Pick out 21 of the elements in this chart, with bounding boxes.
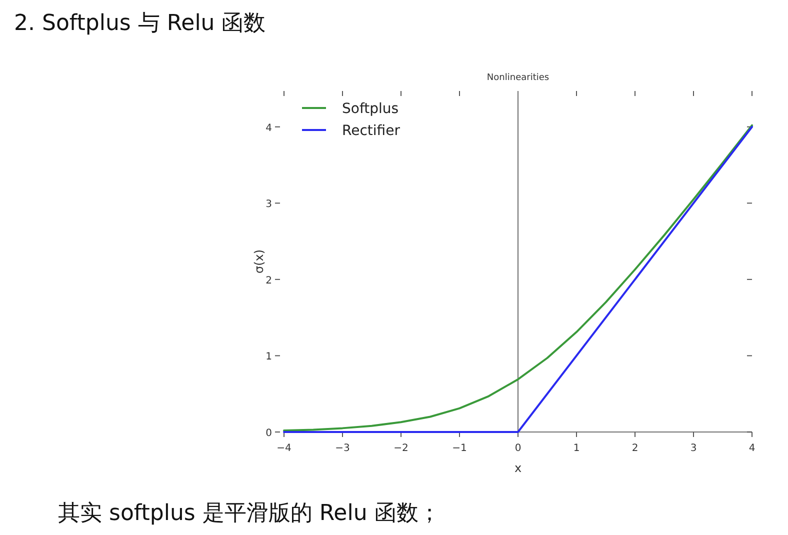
- x-axis-title: x: [514, 461, 522, 475]
- y-tick-label: 0: [266, 428, 272, 439]
- title: 2. Softplus 与 Relu 函数: [14, 11, 266, 36]
- legend-label: Softplus: [342, 101, 399, 117]
- y-tick-label: 4: [266, 122, 272, 134]
- y-tick-label: 3: [266, 199, 272, 210]
- x-tick-label: −2: [394, 443, 408, 454]
- y-tick-label: 1: [266, 352, 272, 363]
- x-tick-label: 2: [632, 443, 638, 454]
- text: 其实 softplus 是平滑版的 Relu 函数；: [58, 501, 440, 526]
- x-tick-label: 4: [748, 443, 756, 454]
- y-tick-label: 2: [266, 275, 272, 286]
- y-axis-title: σ(x): [252, 249, 266, 274]
- x-tick-label: 0: [514, 443, 522, 454]
- x-tick-label: −3: [335, 443, 350, 454]
- x-tick-label: 3: [690, 443, 697, 454]
- x-tick-label: −4: [276, 443, 292, 454]
- x-tick-label: 1: [573, 443, 580, 454]
- chart-subtitle: Nonlinearities: [486, 73, 550, 83]
- x-tick-label: −1: [452, 443, 467, 454]
- legend-label: Rectifier: [342, 123, 400, 139]
